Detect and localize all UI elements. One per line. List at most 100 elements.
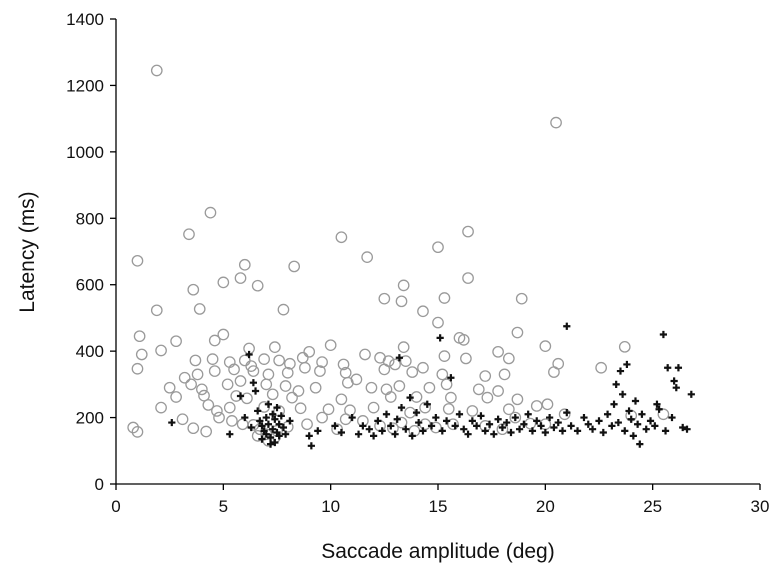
series-open-circles bbox=[127, 64, 670, 447]
data-point-plus bbox=[668, 413, 676, 422]
data-point-circle bbox=[279, 380, 292, 392]
data-point-plus bbox=[438, 427, 446, 435]
data-point-circle bbox=[337, 358, 350, 371]
data-point-plus bbox=[269, 410, 277, 418]
data-point-circle bbox=[365, 381, 378, 394]
data-point-plus bbox=[533, 417, 541, 425]
data-point-circle bbox=[492, 385, 504, 397]
data-point-plus bbox=[661, 427, 670, 435]
data-point-circle bbox=[238, 258, 251, 271]
data-point-plus bbox=[286, 417, 294, 425]
data-point-plus bbox=[664, 364, 672, 372]
data-point-circle bbox=[155, 344, 167, 357]
data-point-plus bbox=[567, 422, 575, 430]
data-point-plus bbox=[370, 432, 378, 440]
data-point-circle bbox=[170, 391, 182, 403]
data-point-circle bbox=[269, 341, 281, 354]
data-point-circle bbox=[131, 362, 144, 375]
data-point-plus bbox=[245, 350, 253, 359]
data-point-plus bbox=[672, 384, 680, 392]
data-point-circle bbox=[380, 383, 393, 396]
data-point-circle bbox=[309, 381, 322, 394]
data-point-circle bbox=[208, 334, 221, 347]
data-point-circle bbox=[466, 405, 479, 417]
data-point-circle bbox=[393, 380, 406, 392]
data-point-plus bbox=[378, 427, 386, 435]
data-point-plus bbox=[651, 422, 659, 430]
data-point-circle bbox=[361, 251, 374, 263]
data-point-circle bbox=[187, 283, 200, 296]
data-point-circle bbox=[438, 292, 451, 304]
data-point-plus bbox=[659, 330, 667, 339]
data-point-plus bbox=[251, 387, 260, 395]
data-point-circle bbox=[367, 401, 380, 414]
data-point-plus bbox=[515, 425, 524, 433]
data-point-circle bbox=[378, 292, 391, 305]
data-point-plus bbox=[653, 400, 661, 408]
data-point-plus bbox=[494, 415, 502, 423]
data-point-plus bbox=[436, 334, 444, 342]
data-point-circle bbox=[419, 401, 431, 414]
data-point-circle bbox=[502, 352, 515, 365]
data-point-plus bbox=[563, 408, 571, 417]
data-point-circle bbox=[397, 341, 410, 354]
data-point-circle bbox=[131, 426, 144, 438]
data-point-plus bbox=[271, 415, 279, 423]
data-point-plus bbox=[614, 418, 622, 427]
y-tick-label: 1000 bbox=[66, 143, 104, 162]
data-point-circle bbox=[200, 425, 213, 438]
data-point-circle bbox=[530, 400, 543, 412]
data-point-plus bbox=[636, 440, 644, 448]
data-point-circle bbox=[440, 378, 453, 391]
data-point-plus bbox=[503, 418, 511, 427]
data-point-plus bbox=[266, 440, 275, 448]
tick-labels: 0 5 10 15 20 25 30 0 200 400 600 800 1000 1200 1400 bbox=[66, 10, 769, 516]
data-point-plus bbox=[524, 410, 532, 418]
data-point-circle bbox=[509, 411, 522, 424]
data-point-circle bbox=[462, 272, 474, 284]
data-point-circle bbox=[286, 391, 298, 404]
data-point-circle bbox=[178, 371, 191, 384]
data-point-plus bbox=[451, 422, 459, 430]
data-point-plus bbox=[365, 425, 373, 433]
data-point-plus bbox=[442, 417, 451, 425]
data-point-circle bbox=[155, 401, 167, 414]
data-point-plus bbox=[241, 413, 249, 422]
data-point-circle bbox=[266, 388, 279, 401]
data-point-circle bbox=[135, 348, 148, 361]
data-point-plus bbox=[391, 430, 399, 438]
data-point-plus bbox=[563, 322, 571, 330]
data-point-plus bbox=[670, 377, 678, 385]
x-tick-label: 20 bbox=[536, 497, 555, 516]
data-point-circle bbox=[127, 421, 140, 434]
data-point-plus bbox=[348, 413, 356, 422]
data-point-plus bbox=[256, 417, 264, 425]
data-point-plus bbox=[616, 367, 625, 375]
data-point-circle bbox=[374, 420, 386, 432]
data-point-circle bbox=[299, 361, 311, 374]
data-point-circle bbox=[217, 328, 230, 341]
data-point-circle bbox=[316, 356, 328, 368]
data-point-plus bbox=[275, 420, 283, 428]
x-tick-label: 5 bbox=[219, 497, 228, 516]
data-point-circle bbox=[457, 333, 470, 346]
data-point-circle bbox=[324, 339, 337, 352]
data-point-plus bbox=[481, 427, 489, 435]
data-point-circle bbox=[234, 272, 247, 284]
data-point-plus bbox=[541, 428, 549, 437]
data-point-circle bbox=[378, 363, 391, 376]
data-point-plus bbox=[427, 422, 436, 430]
data-point-plus bbox=[397, 404, 406, 412]
x-tick-label: 30 bbox=[751, 497, 770, 516]
data-point-plus bbox=[455, 410, 464, 418]
data-point-circle bbox=[462, 225, 474, 238]
y-tick-label: 0 bbox=[95, 475, 104, 494]
data-point-circle bbox=[221, 378, 234, 391]
data-point-circle bbox=[359, 348, 371, 361]
data-point-plus bbox=[432, 413, 440, 422]
data-point-plus bbox=[412, 408, 421, 417]
data-point-plus bbox=[393, 415, 401, 423]
data-point-circle bbox=[541, 398, 554, 411]
data-point-plus bbox=[573, 427, 582, 435]
data-point-circle bbox=[206, 353, 219, 365]
